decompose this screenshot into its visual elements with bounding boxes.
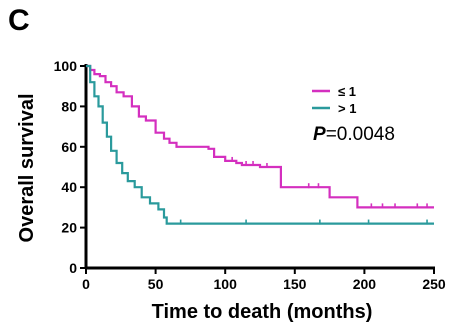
x-tick-label: 150 <box>283 276 307 292</box>
series-line-2 <box>86 64 434 225</box>
y-axis-title: Overall survival <box>16 94 38 243</box>
x-tick-label: 50 <box>148 276 164 292</box>
x-tick-label: 100 <box>214 276 238 292</box>
y-tick-label: 20 <box>61 220 77 236</box>
p-value-text: =0.0048 <box>326 124 395 145</box>
y-tick-label: 80 <box>61 98 77 114</box>
y-tick-label: 40 <box>61 179 77 195</box>
series-line-1 <box>86 64 434 209</box>
plot-area: 0 20 40 60 80 100 0 50 100 150 200 250 ≤ 1 > 1 P=0.004… <box>54 58 446 292</box>
p-value-annotation: P=0.0048 <box>313 124 395 145</box>
p-value-prefix: P <box>313 124 326 145</box>
panel-label: C <box>8 4 30 37</box>
y-tick-label: 0 <box>69 260 77 276</box>
x-tick-label: 0 <box>82 276 90 292</box>
x-tick-label: 200 <box>353 276 377 292</box>
x-axis-title: Time to death (months) <box>152 301 373 323</box>
y-tick-label: 60 <box>61 139 77 155</box>
x-tick-label: 250 <box>422 276 446 292</box>
legend-label-2: > 1 <box>338 101 356 116</box>
y-tick-label: 100 <box>54 58 78 74</box>
legend-label-1: ≤ 1 <box>338 84 356 99</box>
